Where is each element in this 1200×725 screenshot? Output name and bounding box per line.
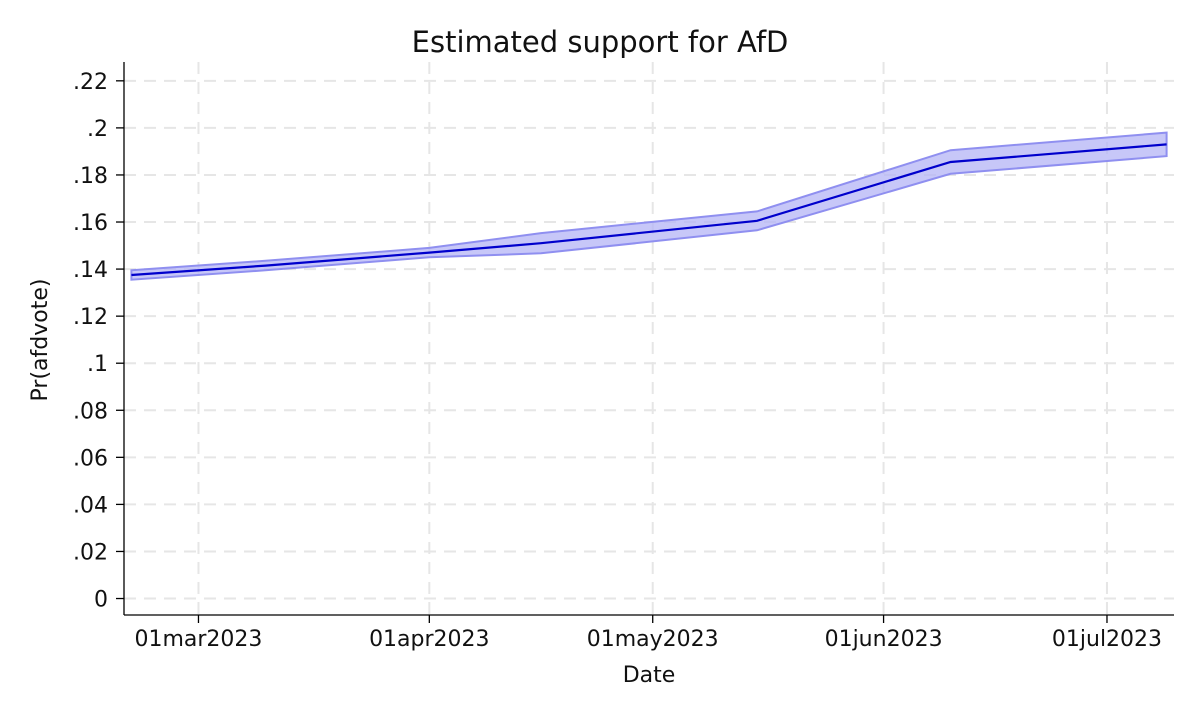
chart-title: Estimated support for AfD: [412, 25, 789, 59]
x-axis-label: Date: [623, 663, 676, 688]
x-tick-label: 01apr2023: [369, 627, 489, 652]
x-ticks: 01mar2023 01apr2023 01may2023 01jun2023 01ju…: [134, 615, 1162, 652]
x-tick-label: 01jul2023: [1052, 627, 1162, 652]
y-tick-label: 0: [94, 588, 108, 613]
series-line: [131, 143, 1167, 277]
y-tick-label: .12: [73, 305, 108, 330]
y-tick-label: .18: [73, 164, 108, 189]
y-ticks: 0 .02 .04 .06 .08 .1 .12 .14 .16 .18 .2 .22: [73, 70, 124, 613]
x-tick-label: 01jun2023: [825, 627, 943, 652]
y-tick-label: .16: [73, 211, 108, 236]
y-tick-label: .02: [73, 540, 108, 565]
y-tick-label: .06: [73, 446, 108, 471]
y-tick-label: .22: [73, 70, 108, 95]
y-axis-label: Pr(afdvote): [28, 279, 53, 402]
axes: [123, 62, 1174, 616]
grid: [124, 62, 1174, 615]
x-tick-label: 01mar2023: [134, 627, 262, 652]
series-line-layer: [131, 143, 1167, 277]
y-tick-label: .2: [87, 117, 108, 142]
y-tick-label: .1: [87, 352, 108, 377]
confidence-band-layer: [130, 131, 1168, 281]
y-tick-label: .08: [73, 399, 108, 424]
confidence-band: [130, 131, 1168, 281]
x-tick-label: 01may2023: [587, 627, 719, 652]
y-tick-label: .04: [73, 493, 108, 518]
y-tick-label: .14: [73, 258, 108, 283]
